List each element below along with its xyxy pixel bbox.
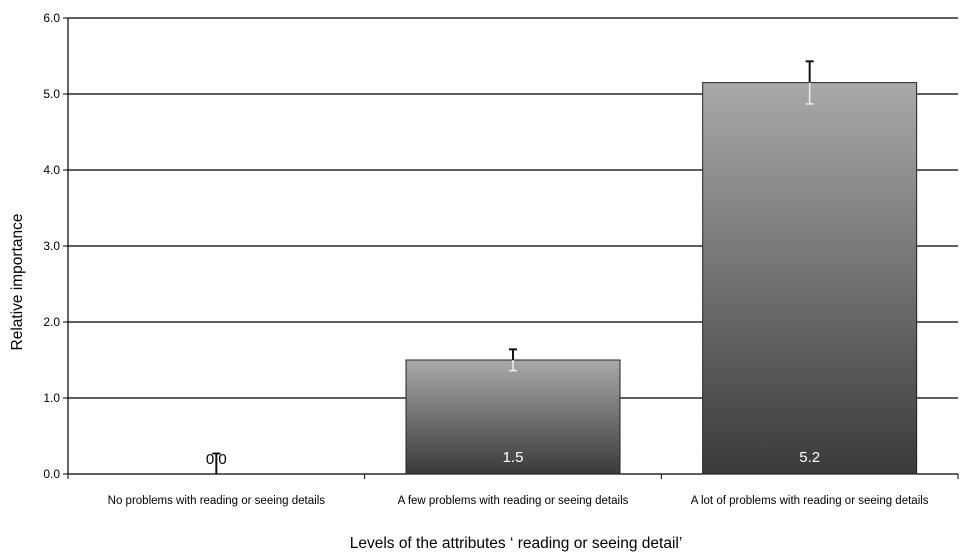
bars (406, 83, 917, 474)
y-tick-label: 5.0 (43, 87, 60, 101)
data-label: 5.2 (799, 449, 820, 466)
y-axis-ticks: 0.0 1.0 2.0 3.0 4.0 5.0 6.0 (43, 11, 60, 481)
y-tick-label: 2.0 (43, 315, 60, 329)
x-axis-title: Levels of the attributes ‘ reading or se… (350, 535, 683, 552)
y-tick-label: 0.0 (43, 467, 60, 481)
x-category-label: A few problems with reading or seeing de… (398, 495, 629, 507)
data-label: 0.0 (206, 451, 227, 468)
x-category-label: A lot of problems with reading or seeing… (691, 495, 929, 507)
x-axis-categories: No problems with reading or seeing detai… (108, 495, 929, 507)
y-axis-title: Relative importance (9, 214, 26, 351)
x-category-label: No problems with reading or seeing detai… (108, 495, 326, 507)
bar (703, 83, 917, 474)
y-tick-label: 3.0 (43, 239, 60, 253)
data-label: 1.5 (503, 449, 524, 466)
y-tick-label: 1.0 (43, 391, 60, 405)
y-tick-label: 4.0 (43, 163, 60, 177)
y-tick-label: 6.0 (43, 11, 60, 25)
